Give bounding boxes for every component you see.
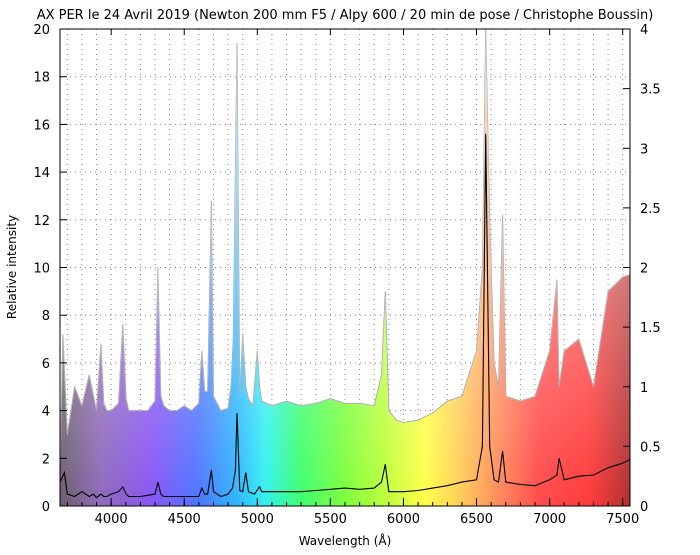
y-left-tick-label: 0 (42, 500, 50, 515)
y-right-tick-label: 0 (640, 500, 648, 515)
y-left-tick-label: 20 (33, 23, 50, 38)
spectrum-fill-sheen (60, 29, 630, 506)
axis-ticks (60, 28, 630, 507)
y-left-tick-label: 18 (33, 71, 50, 86)
x-tick-label: 6500 (460, 512, 493, 527)
y-right-tick-label: 4 (640, 23, 648, 38)
x-tick-label: 5000 (241, 512, 274, 527)
x-tick-label: 4000 (95, 512, 128, 527)
x-tick-label: 7500 (606, 512, 639, 527)
y-right-tick-label: 0.5 (640, 440, 661, 455)
y-left-tick-label: 12 (33, 214, 50, 229)
y-axis-title: Relative intensity (5, 215, 19, 319)
tick-labels: 4000 4500 5000 5500 6000 6500 7000 750002468101… (33, 23, 660, 527)
y-right-tick-label: 3.5 (640, 83, 661, 98)
y-left-tick-label: 4 (42, 405, 50, 420)
y-left-tick-label: 8 (42, 309, 50, 324)
x-tick-label: 7000 (533, 512, 566, 527)
y-right-tick-label: 1.5 (640, 321, 661, 336)
x-tick-label: 4500 (168, 512, 201, 527)
x-tick-label: 5500 (314, 512, 347, 527)
chart-title: AX PER le 24 Avril 2019 (Newton 200 mm F… (37, 8, 654, 23)
y-left-tick-label: 16 (33, 118, 50, 133)
y-right-tick-label: 2 (640, 262, 648, 277)
x-tick-label: 6000 (387, 512, 420, 527)
y-right-tick-label: 3 (640, 142, 648, 157)
y-left-tick-label: 6 (42, 357, 50, 372)
y-right-tick-label: 1 (640, 381, 648, 396)
spectrum-line (60, 133, 630, 499)
y-left-tick-label: 10 (33, 262, 50, 277)
x-axis-title: Wavelength (Å) (299, 533, 392, 548)
y-left-tick-label: 14 (33, 166, 50, 181)
y-left-tick-label: 2 (42, 452, 50, 467)
y-right-tick-label: 2.5 (640, 202, 661, 217)
